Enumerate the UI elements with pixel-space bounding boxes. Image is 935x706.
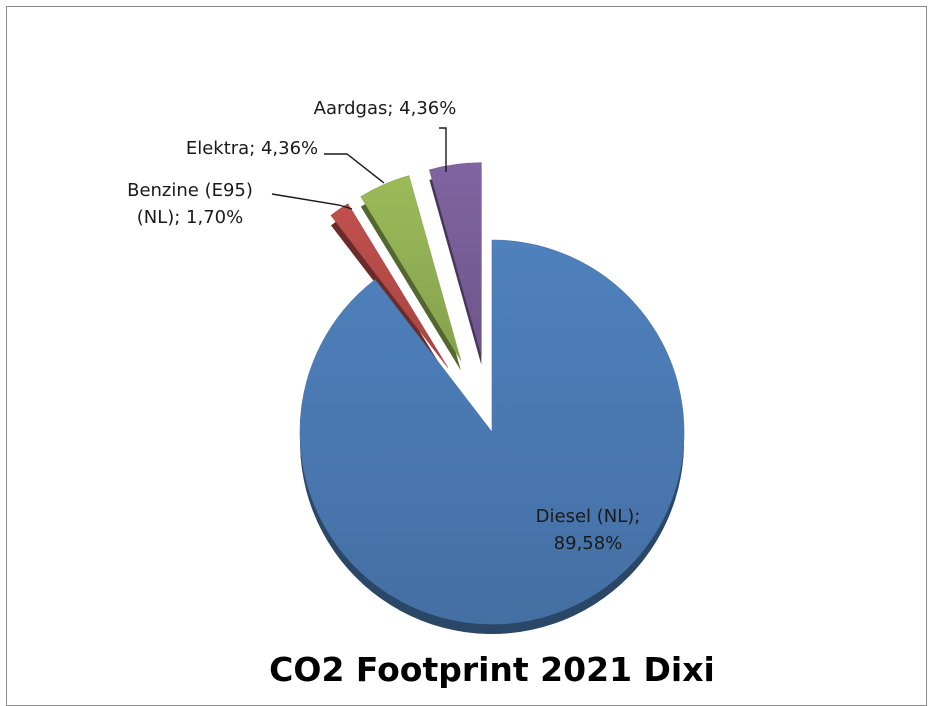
slice-labels: Diesel (NL); 89,58% Benzine (E95) (NL); 1,7… bbox=[127, 98, 640, 554]
slice-label: Aardgas; 4,36% bbox=[314, 98, 457, 119]
slice-elektra bbox=[360, 175, 462, 371]
slice-label-line: Diesel (NL); bbox=[536, 506, 641, 527]
slice-label-line: Elektra; 4,36% bbox=[186, 138, 318, 159]
leader-line bbox=[439, 127, 447, 172]
slice-label-line: Aardgas; 4,36% bbox=[314, 98, 457, 119]
slice-label-line: 89,58% bbox=[554, 533, 623, 554]
slice-label-line: Benzine (E95) bbox=[127, 180, 253, 201]
slice-face bbox=[330, 203, 449, 368]
slice-face bbox=[360, 175, 462, 361]
slice-face bbox=[299, 239, 685, 625]
leader-lines bbox=[271, 127, 447, 210]
slice-face bbox=[429, 162, 482, 355]
leader-line bbox=[324, 153, 385, 184]
slice-label: Elektra; 4,36% bbox=[186, 138, 318, 159]
slice-label: Diesel (NL); 89,58% bbox=[536, 506, 641, 554]
slice-label: Benzine (E95) (NL); 1,70% bbox=[127, 180, 253, 228]
slice-label-line: (NL); 1,70% bbox=[137, 207, 244, 228]
pie-slices bbox=[299, 162, 685, 635]
slice-diesel-nl bbox=[299, 239, 685, 635]
slice-aardgas bbox=[429, 162, 482, 365]
leader-line bbox=[271, 193, 353, 210]
chart-title: CO2 Footprint 2021 Dixi bbox=[269, 650, 715, 689]
